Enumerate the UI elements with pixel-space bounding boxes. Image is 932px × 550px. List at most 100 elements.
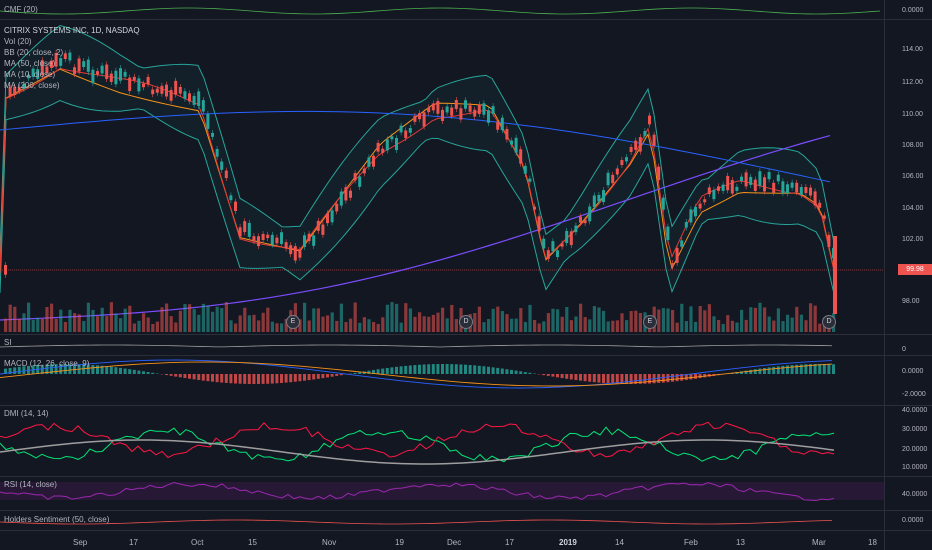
dmi-minus-line [0, 421, 835, 459]
candle-body [721, 184, 725, 191]
time-tick: Mar [812, 538, 826, 547]
macd-legend[interactable]: MACD (12, 26, close, 9) [4, 359, 90, 368]
holders-legend[interactable]: Holders Sentiment (50, close) [4, 515, 110, 524]
macd-histogram-bar [500, 368, 504, 374]
time-tick: 15 [248, 538, 257, 547]
candle-body [477, 104, 481, 115]
macd-histogram-bar [289, 374, 293, 383]
macd-histogram-bar [740, 371, 743, 374]
ma10-legend[interactable]: MA (10, close) [4, 70, 56, 79]
macd-histogram-bar [758, 368, 762, 374]
holders-tick: 0.0000 [902, 517, 924, 524]
volume-bar [491, 308, 495, 332]
volume-bar [105, 316, 109, 332]
macd-histogram-bar [91, 365, 95, 374]
candle-body [178, 86, 182, 94]
vol-legend[interactable]: Vol (20) [4, 37, 32, 46]
macd-histogram-bar [22, 366, 26, 374]
pane-separator[interactable] [0, 355, 932, 356]
candle-body [804, 186, 808, 194]
candle-body [712, 189, 716, 200]
pane-separator[interactable] [0, 19, 932, 20]
candle-body [151, 89, 155, 95]
candle-body [63, 53, 67, 60]
dividend-event-marker[interactable]: D [459, 315, 473, 329]
candle-body [505, 128, 509, 140]
candle-body [758, 171, 762, 186]
candle-body [445, 106, 449, 113]
si-legend[interactable]: SI [4, 338, 12, 347]
candle-body [482, 103, 486, 115]
candle-body [367, 157, 371, 167]
candle-body [247, 222, 251, 237]
volume-bar [588, 319, 592, 332]
candle-body [427, 107, 431, 113]
macd-histogram-bar [40, 364, 44, 374]
candle-body [257, 236, 260, 247]
volume-bar [234, 323, 238, 332]
price-axis[interactable] [884, 0, 932, 550]
rsi-legend[interactable]: RSI (14, close) [4, 480, 57, 489]
macd-histogram-bar [224, 374, 228, 383]
volume-bar [717, 320, 721, 332]
cmf-legend[interactable]: CMF (20) [4, 5, 38, 14]
pane-separator[interactable] [0, 510, 932, 511]
macd-histogram-bar [753, 369, 757, 374]
candle-body [671, 263, 674, 267]
volume-bar [100, 307, 104, 332]
candle-body [514, 137, 518, 153]
volume-bar [615, 320, 619, 332]
candle-body [307, 233, 311, 241]
pane-separator[interactable] [0, 405, 932, 406]
dmi-legend[interactable]: DMI (14, 14) [4, 409, 49, 418]
macd-histogram-bar [229, 374, 233, 384]
volume-bar [528, 304, 532, 332]
volume-bar [813, 305, 817, 332]
macd-histogram-bar [4, 368, 7, 374]
candle-body [316, 220, 320, 231]
volume-bar [36, 317, 40, 332]
macd-histogram-bar [528, 372, 532, 374]
ma200-legend[interactable]: MA (200, close) [4, 81, 60, 90]
volume-bar [569, 320, 573, 332]
bb-legend[interactable]: BB (20, close, 2) [4, 48, 64, 57]
candle-body [68, 52, 72, 61]
macd-histogram-bar [165, 374, 168, 376]
volume-bar [183, 304, 187, 332]
ma50-legend[interactable]: MA (50, close) [4, 59, 56, 68]
pane-separator[interactable] [0, 530, 932, 531]
price-tick: 112.00 [902, 79, 923, 86]
volume-bar [381, 317, 385, 332]
volume-bar [477, 306, 481, 332]
candle-body [546, 250, 550, 259]
pane-separator[interactable] [0, 476, 932, 477]
macd-histogram-bar [795, 364, 799, 374]
earnings-event-marker[interactable]: E [643, 315, 657, 329]
volume-bar [707, 304, 711, 332]
pane-separator[interactable] [0, 334, 932, 335]
macd-histogram-bar [638, 374, 642, 384]
candle-body [496, 121, 500, 130]
candle-body [643, 131, 647, 136]
volume-bar [367, 319, 371, 332]
macd-histogram-bar [680, 374, 684, 381]
earnings-event-marker[interactable]: E [286, 315, 300, 329]
candle-body [123, 71, 127, 77]
price-tick: 98.00 [902, 298, 920, 305]
candle-body [50, 60, 53, 68]
volume-bar [790, 317, 794, 332]
symbol-title: CITRIX SYSTEMS INC, 1D, NASDAQ [4, 26, 140, 35]
volume-bar [68, 309, 72, 332]
macd-histogram-bar [284, 374, 288, 383]
macd-histogram-bar [206, 374, 210, 382]
macd-histogram-bar [339, 374, 343, 376]
dividend-event-marker[interactable]: D [822, 315, 836, 329]
macd-histogram-bar [767, 367, 771, 374]
candle-body [372, 155, 375, 167]
candle-body [726, 175, 730, 191]
volume-bar [436, 312, 440, 332]
macd-histogram-bar [399, 366, 403, 374]
volume-bar [201, 303, 205, 332]
